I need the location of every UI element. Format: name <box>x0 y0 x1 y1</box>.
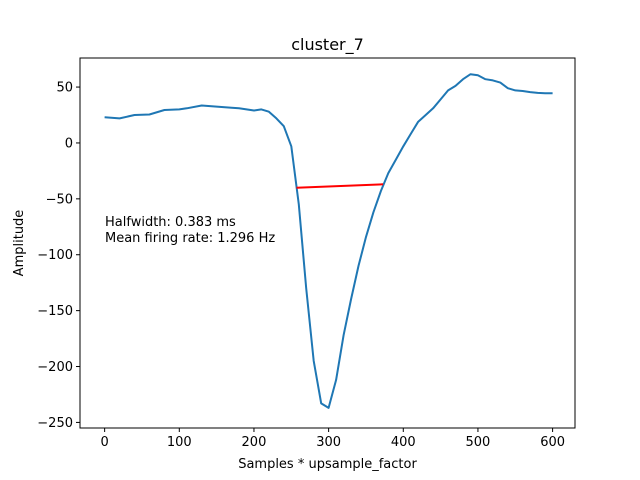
x-tick-label: 400 <box>391 435 416 450</box>
firing-rate-annotation: Mean firing rate: 1.296 Hz <box>105 231 275 246</box>
y-tick-label: −200 <box>37 360 73 375</box>
halfwidth-annotation: Halfwidth: 0.383 ms <box>105 215 236 230</box>
x-tick-label: 600 <box>540 435 565 450</box>
x-tick-label: 200 <box>242 435 267 450</box>
chart-title: cluster_7 <box>291 35 364 55</box>
x-tick-label: 300 <box>316 435 341 450</box>
x-tick-label: 500 <box>466 435 491 450</box>
y-tick-label: −150 <box>37 304 73 319</box>
y-tick-label: 50 <box>56 81 73 96</box>
waveform-line <box>104 73 553 409</box>
y-tick-label: −100 <box>37 248 73 263</box>
plot-area <box>104 73 553 409</box>
halfwidth-line <box>296 183 384 189</box>
y-tick-label: −50 <box>46 192 73 207</box>
axes-frame <box>79 57 576 429</box>
x-tick-label: 100 <box>167 435 192 450</box>
x-axis-label: Samples * upsample_factor <box>238 457 417 472</box>
y-axis-label: Amplitude <box>12 210 27 277</box>
y-tick-label: −250 <box>37 416 73 431</box>
axis-ticks: 0 100 200 300 400 500 600 −250 −200 −150 −100 −50 0 5… <box>37 81 565 450</box>
y-tick-label: 0 <box>65 136 73 151</box>
x-tick-label: 0 <box>100 435 108 450</box>
